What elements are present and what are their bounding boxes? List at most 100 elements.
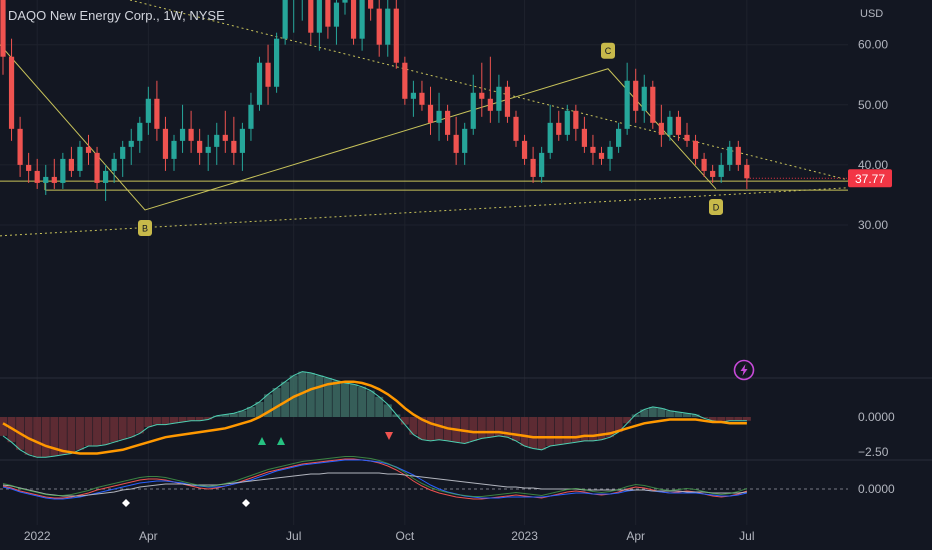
histogram-bar xyxy=(477,417,486,439)
histogram-bar xyxy=(50,417,59,457)
pattern-annotations: B C D xyxy=(138,42,723,236)
time-tick-label: Jul xyxy=(739,529,754,543)
time-axis[interactable]: 2022 Apr Jul Oct 2023 Apr Jul xyxy=(24,529,755,543)
candle-body xyxy=(402,62,408,99)
histogram-bar xyxy=(323,377,332,417)
histogram-bar xyxy=(110,417,119,443)
histogram-bar xyxy=(665,410,674,417)
candle-body xyxy=(154,98,160,129)
candle-body xyxy=(445,110,451,135)
histogram-bar xyxy=(383,404,392,417)
candle-body xyxy=(68,158,74,171)
histogram-bar xyxy=(118,417,127,440)
candlestick-series[interactable] xyxy=(0,0,750,201)
oscillator-pane[interactable] xyxy=(0,371,751,458)
candle-body xyxy=(667,116,673,135)
histogram-bar xyxy=(272,388,281,417)
histogram-bar xyxy=(648,406,657,417)
candle-body xyxy=(590,146,596,153)
candle-body xyxy=(675,116,682,135)
candle-body xyxy=(479,92,485,99)
histogram-bar xyxy=(93,417,102,446)
histogram-bar xyxy=(281,381,290,417)
candle-body xyxy=(265,62,271,87)
histogram-bar xyxy=(435,417,444,440)
currency-label: USD xyxy=(860,8,884,20)
histogram-bar xyxy=(512,417,520,441)
histogram-bar xyxy=(503,417,512,438)
histogram-bar xyxy=(683,413,691,417)
last-price-tag: 37.77 xyxy=(746,169,892,188)
candle-body xyxy=(60,158,66,183)
candle-body xyxy=(308,0,314,33)
candle-body xyxy=(350,0,357,39)
signal-arrow xyxy=(258,437,266,445)
histogram-bar xyxy=(84,417,93,446)
histogram-bar xyxy=(546,417,555,446)
histogram-bar xyxy=(469,417,478,441)
time-tick-label: Jul xyxy=(286,529,301,543)
momentum-line xyxy=(2,459,748,500)
histogram-bar xyxy=(597,417,606,440)
candle-body xyxy=(103,170,109,183)
histogram-bar xyxy=(529,417,538,449)
candle-body xyxy=(616,128,622,147)
histogram-bar xyxy=(238,410,247,417)
histogram-bar xyxy=(409,417,418,435)
oscillator-tick-label: −2.50 xyxy=(858,445,889,459)
momentum-pane[interactable] xyxy=(0,456,848,508)
histogram-bar xyxy=(264,394,273,417)
time-tick-label: 2022 xyxy=(24,529,51,543)
candle-body xyxy=(598,152,605,159)
candle-body xyxy=(248,104,254,129)
histogram-bar xyxy=(588,417,597,441)
candle-body xyxy=(197,140,203,153)
candle-body xyxy=(735,146,741,165)
histogram-bar xyxy=(255,401,264,417)
marker-diamond xyxy=(122,499,130,507)
momentum-line xyxy=(2,472,747,497)
candle-body xyxy=(342,0,348,3)
candle-body xyxy=(530,158,536,177)
candle-body xyxy=(85,146,92,153)
candle-body xyxy=(453,134,459,153)
pattern-point-badge xyxy=(138,219,152,236)
candle-body xyxy=(650,86,656,123)
candle-body xyxy=(239,128,245,153)
candle-body xyxy=(547,122,553,153)
histogram-bar xyxy=(315,375,324,417)
candle-body xyxy=(128,140,134,147)
histogram-bar xyxy=(657,408,666,417)
marker-diamond xyxy=(242,499,250,507)
candle-body xyxy=(325,0,331,27)
momentum-tick-label: 0.0000 xyxy=(858,482,895,496)
histogram-bar xyxy=(392,414,401,417)
candle-body xyxy=(521,140,528,159)
candle-body xyxy=(573,110,579,129)
candle-body xyxy=(470,92,476,129)
histogram-bar xyxy=(366,390,375,417)
price-tick-label: 40.00 xyxy=(858,158,888,172)
histogram-bar xyxy=(674,411,683,417)
candle-body xyxy=(710,170,716,177)
histogram-bar xyxy=(717,417,726,423)
candle-body xyxy=(633,80,639,111)
candle-body xyxy=(205,146,211,153)
candle-body xyxy=(744,164,750,179)
candle-body xyxy=(376,8,382,45)
pattern-point-label: C xyxy=(605,46,612,56)
histogram-bar xyxy=(127,417,136,438)
histogram-bar xyxy=(725,417,734,421)
histogram-bar xyxy=(494,417,503,436)
histogram-bar xyxy=(554,417,563,445)
histogram-bar xyxy=(734,417,743,421)
lightning-icon[interactable] xyxy=(733,359,755,381)
price-tick-label: 30.00 xyxy=(858,218,888,232)
candle-body xyxy=(564,110,570,135)
price-axis[interactable]: 30.0040.0050.0060.0070.0080.000.0000−2.5… xyxy=(858,0,895,496)
candle-body xyxy=(368,0,374,9)
candle-body xyxy=(385,8,391,45)
chart-title: DAQO New Energy Corp., 1W, NYSE xyxy=(8,8,225,23)
